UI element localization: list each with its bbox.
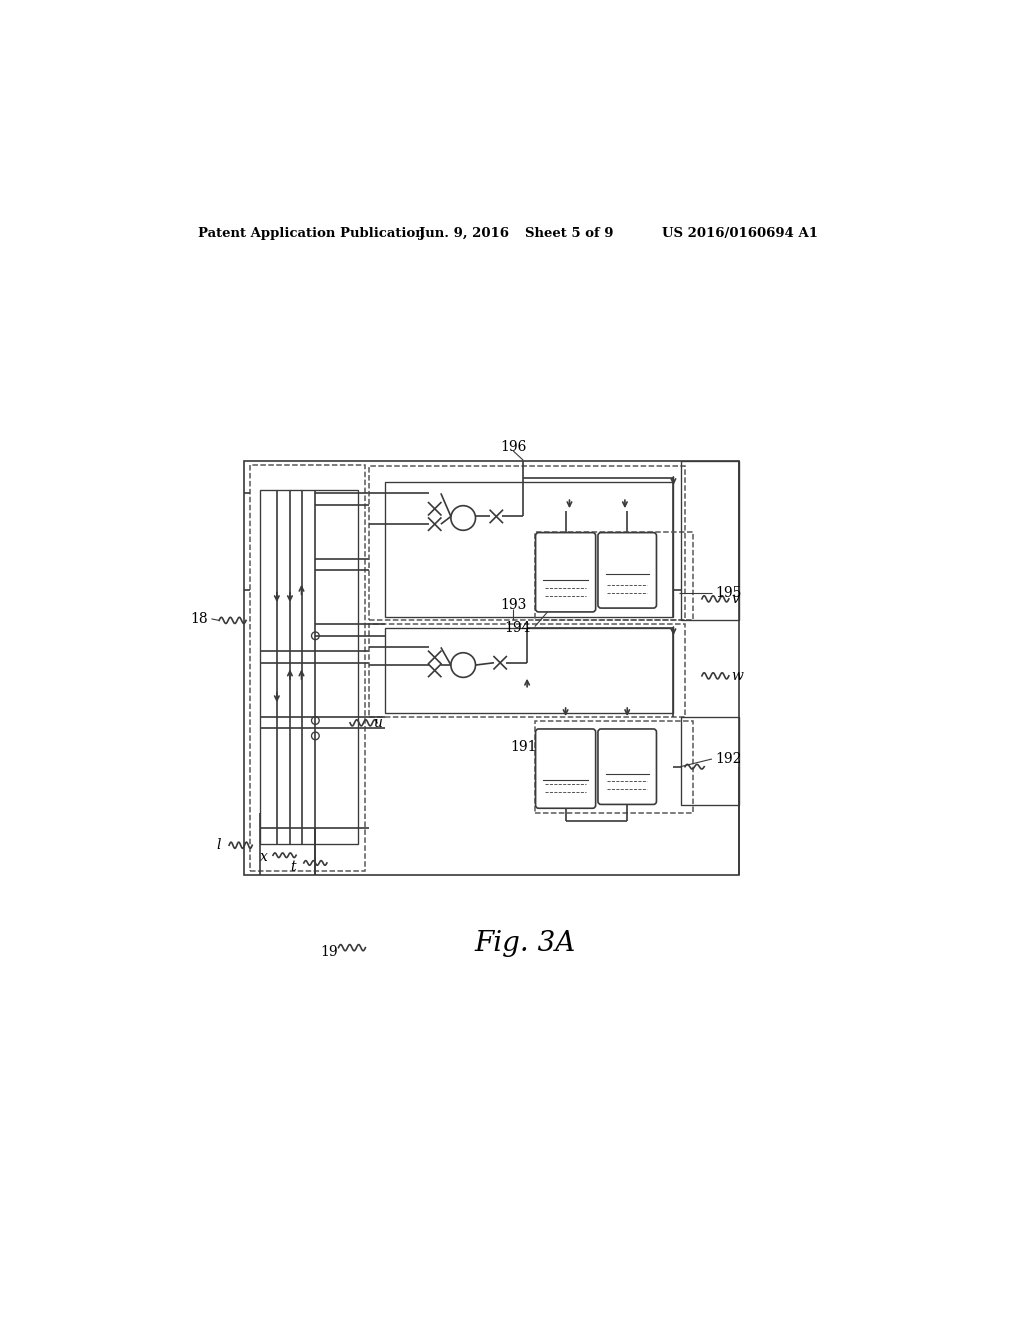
Text: Patent Application Publication: Patent Application Publication	[199, 227, 425, 240]
Text: Jun. 9, 2016: Jun. 9, 2016	[419, 227, 509, 240]
Bar	[260, 490, 357, 843]
Text: 196: 196	[500, 440, 526, 454]
Text: US 2016/0160694 A1: US 2016/0160694 A1	[662, 227, 818, 240]
Text: 195: 195	[716, 586, 742, 601]
Text: 18: 18	[189, 612, 208, 626]
Text: x: x	[260, 850, 267, 863]
Text: Sheet 5 of 9: Sheet 5 of 9	[524, 227, 613, 240]
Text: 19: 19	[321, 945, 338, 958]
Text: 191: 191	[511, 741, 538, 755]
Bar	[250, 465, 366, 871]
Text: u: u	[373, 715, 382, 730]
FancyBboxPatch shape	[536, 533, 596, 612]
Bar	[244, 461, 739, 875]
Bar	[385, 628, 674, 713]
Text: t: t	[291, 859, 296, 874]
Bar	[370, 466, 685, 620]
Text: 193: 193	[500, 598, 526, 612]
Text: v: v	[731, 591, 739, 606]
Bar	[370, 624, 685, 717]
Bar	[681, 461, 739, 620]
Text: Fig. 3A: Fig. 3A	[474, 931, 575, 957]
Bar	[681, 717, 739, 805]
Bar	[535, 721, 692, 813]
Text: w: w	[731, 669, 743, 682]
Bar	[385, 482, 674, 616]
FancyBboxPatch shape	[598, 729, 656, 804]
Text: 194: 194	[505, 622, 531, 635]
Text: 192: 192	[716, 752, 742, 766]
FancyBboxPatch shape	[598, 533, 656, 609]
Bar	[535, 532, 692, 620]
Text: l: l	[217, 838, 221, 853]
FancyBboxPatch shape	[536, 729, 596, 808]
